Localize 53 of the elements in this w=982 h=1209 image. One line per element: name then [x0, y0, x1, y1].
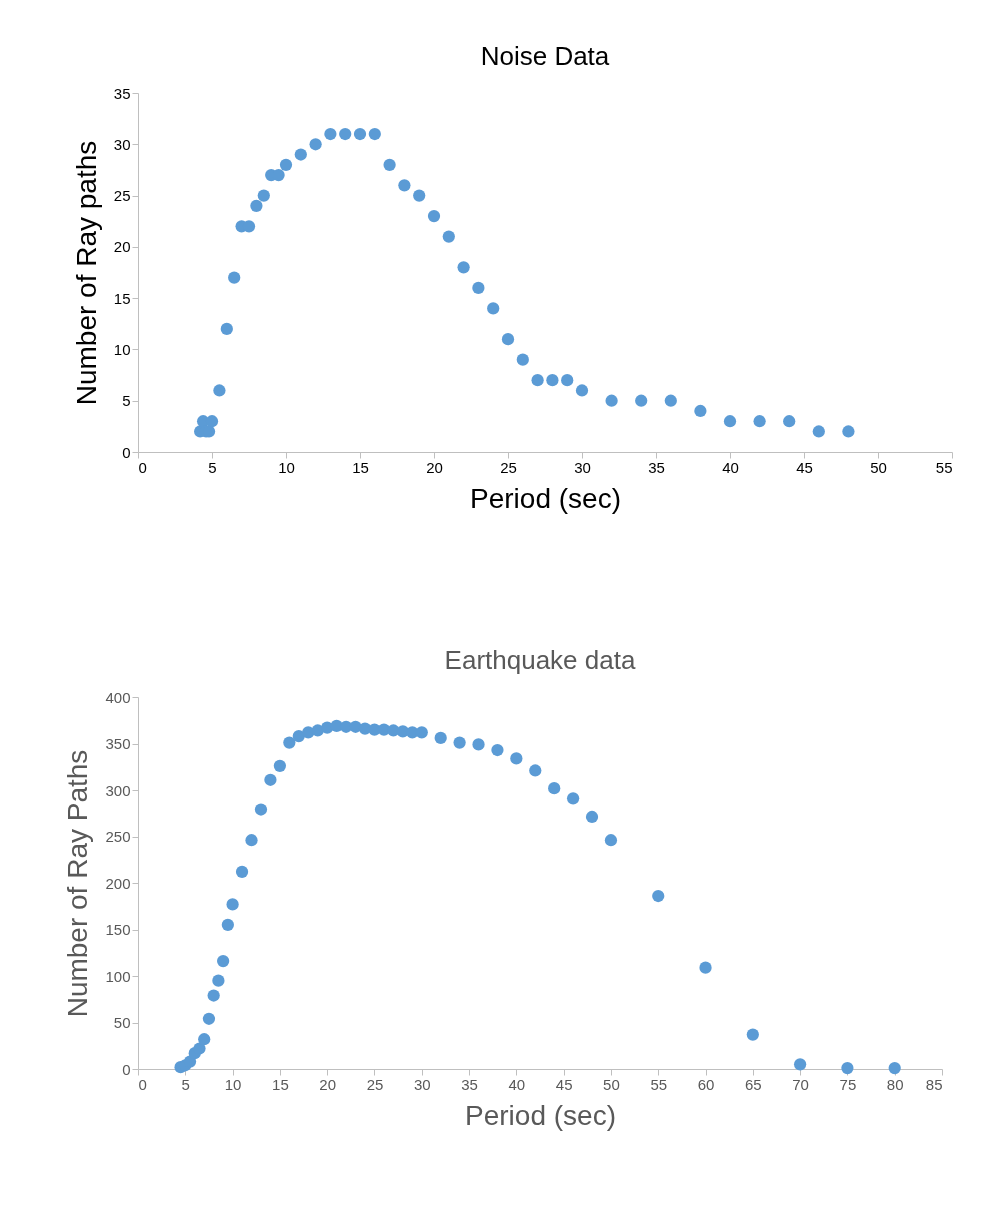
x-axis-title: Period (sec)	[465, 1099, 616, 1131]
x-tick-label: 80	[886, 1075, 904, 1093]
x-tick-label: 55	[935, 458, 953, 476]
y-tick-label: 35	[113, 84, 131, 102]
x-tick-label: 10	[224, 1075, 242, 1093]
y-tick-label: 5	[122, 392, 131, 410]
x-tick-label: 20	[426, 458, 443, 476]
x-tick-label: 45	[796, 458, 813, 476]
y-tick-label: 30	[113, 135, 131, 153]
x-tick-label: 65	[744, 1075, 762, 1093]
x-tick-label: 30	[574, 458, 591, 476]
x-tick-label: 30	[413, 1075, 431, 1093]
x-tick-label: 15	[272, 1075, 289, 1093]
y-tick-label: 10	[113, 340, 131, 358]
x-tick-label: 40	[722, 458, 739, 476]
x-tick-label: 15	[352, 458, 369, 476]
x-tick-label: 10	[278, 458, 295, 476]
x-tick-label: 5	[208, 458, 217, 476]
x-tick-label: 0	[138, 1075, 147, 1093]
y-tick-label: 300	[105, 781, 131, 799]
x-tick-label: 35	[648, 458, 665, 476]
y-tick-label: 200	[105, 874, 131, 892]
y-tick-label: 250	[105, 828, 131, 845]
x-tick-label: 25	[366, 1075, 384, 1093]
x-tick-label: 50	[870, 458, 887, 476]
x-tick-label: 50	[603, 1075, 620, 1093]
y-tick-label: 0	[122, 443, 131, 461]
x-tick-label: 35	[461, 1075, 478, 1093]
x-axis-title: Period (sec)	[470, 482, 621, 514]
y-tick-label: 400	[105, 688, 131, 706]
x-tick-label: 5	[181, 1075, 190, 1093]
y-tick-label: 150	[105, 921, 131, 938]
x-tick-label: 20	[319, 1075, 337, 1093]
y-tick-label: 350	[105, 735, 131, 752]
x-tick-label: 70	[792, 1075, 809, 1093]
x-tick-label: 85	[925, 1075, 943, 1093]
x-tick-label: 60	[697, 1075, 715, 1093]
y-tick-label: 25	[113, 187, 131, 205]
x-tick-label: 75	[839, 1075, 857, 1093]
x-tick-label: 25	[500, 458, 517, 476]
chart-title: Noise Data	[480, 41, 610, 71]
chart-title: Earthquake data	[444, 645, 636, 675]
y-tick-label: 50	[113, 1014, 131, 1031]
y-axis-title: Number of Ray paths	[70, 140, 102, 406]
x-tick-label: 0	[138, 458, 147, 476]
y-tick-label: 100	[105, 967, 131, 985]
y-axis-title: Number of Ray Paths	[62, 749, 94, 1018]
y-tick-label: 15	[113, 289, 131, 307]
x-tick-label: 55	[650, 1075, 668, 1093]
y-tick-label: 0	[122, 1060, 131, 1078]
y-tick-label: 20	[113, 238, 131, 256]
x-tick-label: 45	[555, 1075, 573, 1093]
x-tick-label: 40	[508, 1075, 526, 1093]
